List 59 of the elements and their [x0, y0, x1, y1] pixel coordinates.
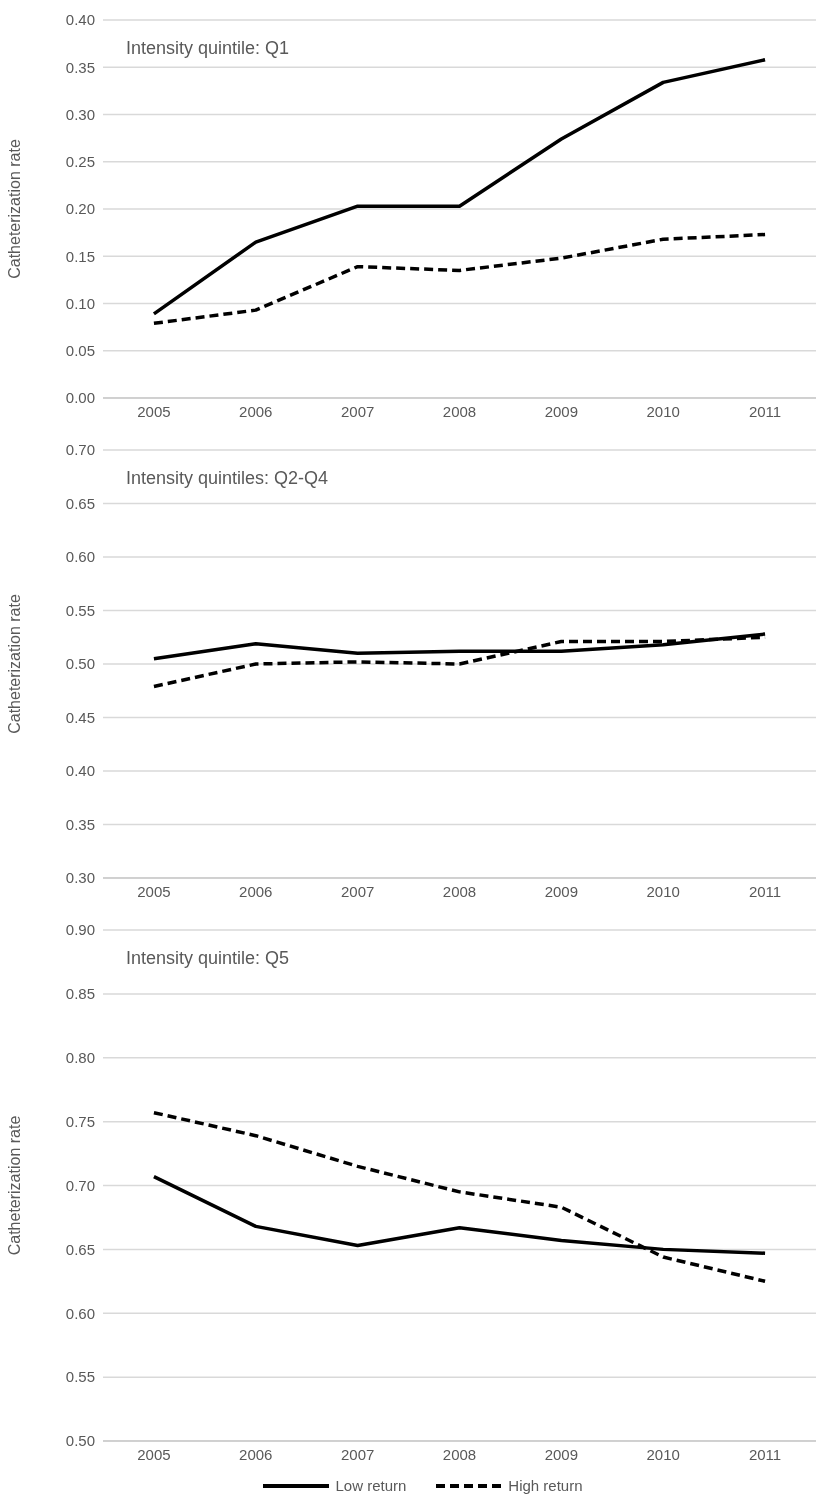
y-tick-label: 0.15: [65, 247, 95, 265]
y-tick-label: 0.30: [65, 105, 95, 123]
x-tick-label: 2011: [748, 882, 782, 900]
text: Intensity quintile: Q1: [120, 38, 296, 59]
x-tick-label: 2008: [442, 1445, 477, 1463]
y-tick-label: 0.70: [65, 441, 95, 459]
y-tick-label: 0.30: [65, 869, 95, 887]
y-tick-label: 0.00: [65, 389, 95, 407]
y-tick-label: 0.10: [65, 294, 95, 312]
text: Intensity quintile: Q5: [120, 948, 296, 969]
y-tick-label: 0.70: [65, 1176, 95, 1194]
x-tick-label: 2007: [340, 882, 375, 900]
x-tick-label: 2008: [442, 882, 477, 900]
x-tick-label: 2009: [544, 1445, 579, 1463]
y-tick-label: 0.60: [65, 1304, 95, 1322]
y-tick-label: 0.35: [65, 58, 95, 76]
legend-label: Low return: [335, 1477, 407, 1494]
x-tick-label: 2006: [239, 402, 273, 420]
x-tick-label: 2008: [442, 402, 477, 420]
x-tick-label: 2005: [137, 1445, 171, 1463]
x-tick-label: 2009: [544, 402, 579, 420]
x-tick-label: 2009: [544, 882, 579, 900]
y-axis-title: Catheterization rate: [5, 139, 23, 279]
y-tick-label: 0.25: [65, 153, 95, 171]
line-series: [152, 232, 767, 326]
x-tick-label: 2005: [137, 882, 171, 900]
x-tick-label: 2010: [646, 402, 680, 420]
x-tick-label: 2006: [239, 1445, 273, 1463]
y-tick-label: 0.65: [65, 1240, 95, 1258]
y-tick-label: 0.75: [65, 1112, 95, 1130]
x-tick-label: 2006: [239, 882, 273, 900]
y-tick-label: 0.40: [65, 11, 95, 29]
x-tick-label: 2005: [137, 402, 171, 420]
y-tick-label: 0.60: [65, 548, 95, 566]
y-tick-label: 0.50: [65, 1432, 95, 1450]
x-tick-label: 2011: [748, 1445, 782, 1463]
y-tick-label: 0.05: [65, 342, 95, 360]
y-tick-label: 0.80: [65, 1049, 95, 1067]
y-tick-label: 0.90: [65, 921, 95, 939]
y-tick-label: 0.35: [65, 815, 95, 833]
y-axis-title: Catheterization rate: [5, 1115, 23, 1256]
line-series: [152, 1110, 767, 1284]
x-tick-label: 2007: [340, 1445, 375, 1463]
y-axis-title: Catheterization rate: [5, 594, 23, 734]
x-tick-label: 2010: [646, 1445, 680, 1463]
line-series: [152, 57, 767, 316]
x-tick-label: 2011: [748, 402, 782, 420]
x-tick-label: 2010: [646, 882, 680, 900]
y-tick-label: 0.65: [65, 494, 95, 512]
y-tick-label: 0.20: [65, 200, 95, 218]
y-tick-label: 0.55: [65, 601, 95, 619]
y-tick-label: 0.50: [65, 655, 95, 673]
text: Intensity quintiles: Q2-Q4: [120, 468, 335, 489]
y-tick-label: 0.55: [65, 1368, 95, 1386]
y-tick-label: 0.45: [65, 708, 95, 726]
y-tick-label: 0.85: [65, 985, 95, 1003]
legend-label: High return: [508, 1477, 583, 1494]
y-tick-label: 0.40: [65, 762, 95, 780]
x-tick-label: 2007: [340, 402, 375, 420]
